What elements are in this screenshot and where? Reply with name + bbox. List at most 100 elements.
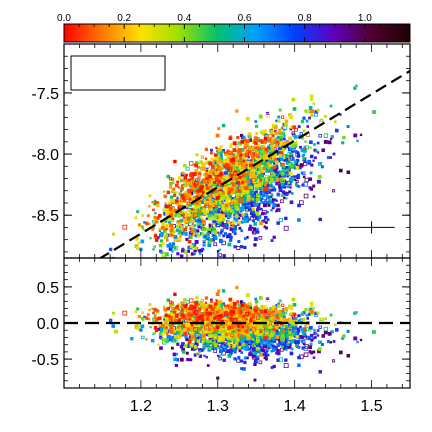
top-y-tick-label: -8.0: [31, 147, 59, 164]
scatter-point: [176, 196, 179, 199]
scatter-point: [156, 203, 160, 207]
scatter-point: [207, 227, 212, 231]
scatter-point: [201, 167, 206, 171]
colorbar-ticks: [63, 24, 396, 42]
residual-point: [265, 336, 270, 341]
residual-point: [184, 327, 189, 332]
scatter-point: [223, 224, 228, 229]
residual-point: [260, 332, 264, 336]
residual-point: [297, 356, 301, 360]
scatter-point: [206, 228, 209, 232]
scatter-point: [268, 175, 273, 180]
residual-point: [295, 331, 300, 336]
residual-point: [342, 334, 346, 338]
scatter-point: [225, 159, 230, 164]
scatter-point: [165, 234, 169, 237]
scatter-point: [271, 147, 275, 151]
residual-point: [309, 301, 314, 306]
scatter-point: [249, 216, 255, 221]
scatter-point: [288, 171, 293, 176]
residual-point: [262, 339, 265, 342]
scatter-point: [245, 168, 250, 173]
scatter-point: [244, 183, 248, 186]
residual-point: [236, 338, 240, 342]
residual-point: [266, 311, 270, 315]
scatter-point: [165, 212, 169, 217]
scatter-point: [204, 203, 209, 209]
residual-point: [240, 367, 243, 370]
scatter-point: [258, 198, 261, 201]
colorbar-tick-label: 1.0: [358, 13, 372, 24]
scatter-point: [202, 243, 206, 247]
scatter-point: [250, 209, 255, 214]
residual-point: [221, 336, 225, 341]
scatter-point: [230, 209, 235, 213]
scatter-point: [241, 193, 246, 198]
residual-point: [272, 339, 277, 344]
scatter-point: [239, 153, 243, 157]
residual-point: [153, 332, 156, 335]
residual-point: [284, 339, 288, 344]
scatter-point: [254, 124, 259, 129]
residual-point: [359, 338, 363, 342]
residual-point: [248, 305, 253, 309]
scatter-point: [173, 159, 177, 164]
residual-point: [221, 333, 225, 337]
residual-point: [249, 323, 254, 328]
scatter-point: [146, 214, 150, 218]
scatter-point: [240, 194, 244, 197]
residual-point: [196, 352, 199, 356]
scatter-point: [180, 232, 184, 236]
scatter-point: [254, 120, 258, 123]
residual-point: [169, 312, 174, 316]
scatter-point: [265, 178, 269, 182]
scatter-point: [200, 211, 205, 215]
residual-point: [271, 337, 275, 341]
scatter-point: [236, 135, 240, 140]
scatter-point: [243, 161, 248, 166]
scatter-point: [228, 187, 232, 191]
scatter-point: [270, 156, 274, 161]
residual-point: [166, 335, 171, 339]
scatter-point: [170, 195, 174, 199]
residual-point: [329, 341, 332, 344]
scatter-point: [272, 204, 276, 208]
residual-point: [232, 343, 236, 348]
scatter-point: [257, 207, 261, 211]
scatter-point: [272, 164, 277, 168]
scatter-point: [232, 141, 237, 146]
scatter-point: [239, 143, 242, 146]
scatter-point: [264, 147, 269, 152]
scatter-point: [255, 202, 259, 206]
scatter-point: [237, 193, 240, 196]
residual-point: [233, 357, 237, 361]
scatter-point: [198, 249, 202, 253]
scatter-point: [254, 159, 258, 163]
scatter-point: [169, 204, 172, 207]
residual-point: [248, 309, 252, 313]
scatter-point: [221, 196, 225, 200]
scatter-point: [219, 145, 223, 149]
residual-point: [297, 363, 301, 367]
scatter-point: [207, 173, 210, 177]
residual-point: [271, 339, 274, 343]
scatter-point: [254, 196, 258, 199]
scatter-point: [263, 161, 267, 166]
scatter-point: [252, 147, 256, 151]
scatter-point: [167, 213, 171, 217]
colorbar-tick-label: 0.0: [57, 13, 71, 24]
residual-point: [216, 344, 219, 348]
scatter-point: [305, 119, 309, 123]
scatter-point: [180, 189, 183, 192]
residual-point: [205, 329, 210, 334]
scatter-point: [201, 223, 206, 227]
scatter-point: [153, 202, 157, 206]
scatter-point: [260, 207, 263, 211]
residual-point: [175, 329, 180, 334]
scatter-point: [171, 250, 174, 253]
scatter-point: [280, 185, 284, 189]
scatter-point: [177, 207, 181, 211]
scatter-point: [283, 159, 286, 162]
scatter-point: [214, 153, 218, 157]
scatter-point: [224, 215, 228, 218]
